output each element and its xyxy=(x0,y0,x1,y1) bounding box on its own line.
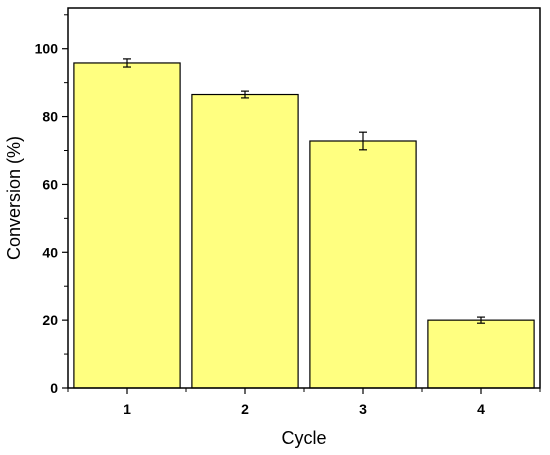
error-bar-cycle-2 xyxy=(241,90,249,99)
y-axis: 0 20 40 60 80 100 xyxy=(35,14,68,396)
y-tick-label: 80 xyxy=(42,109,58,125)
y-tick-label: 0 xyxy=(50,380,58,396)
error-bars-group xyxy=(123,58,485,324)
x-tick-label: 1 xyxy=(123,401,131,417)
bar-cycle-4 xyxy=(427,319,535,389)
bar-cycle-1 xyxy=(73,62,181,389)
bars-group xyxy=(73,62,535,389)
x-tick-label: 3 xyxy=(359,401,367,417)
x-tick-label: 4 xyxy=(477,401,485,417)
x-axis: 1 2 3 4 xyxy=(67,388,541,417)
bar-cycle-2 xyxy=(191,93,299,389)
error-bar-cycle-3 xyxy=(359,131,367,151)
x-tick-label: 2 xyxy=(241,401,249,417)
bar-cycle-3 xyxy=(309,140,417,389)
y-tick-label: 100 xyxy=(35,41,59,57)
error-bar-cycle-1 xyxy=(123,58,131,68)
y-tick-label: 20 xyxy=(42,312,58,328)
y-tick-label: 40 xyxy=(42,244,58,260)
error-bar-cycle-4 xyxy=(477,316,485,324)
x-axis-title: Cycle xyxy=(281,428,326,448)
y-tick-label: 60 xyxy=(42,176,58,192)
y-axis-title: Conversion (%) xyxy=(4,136,24,260)
